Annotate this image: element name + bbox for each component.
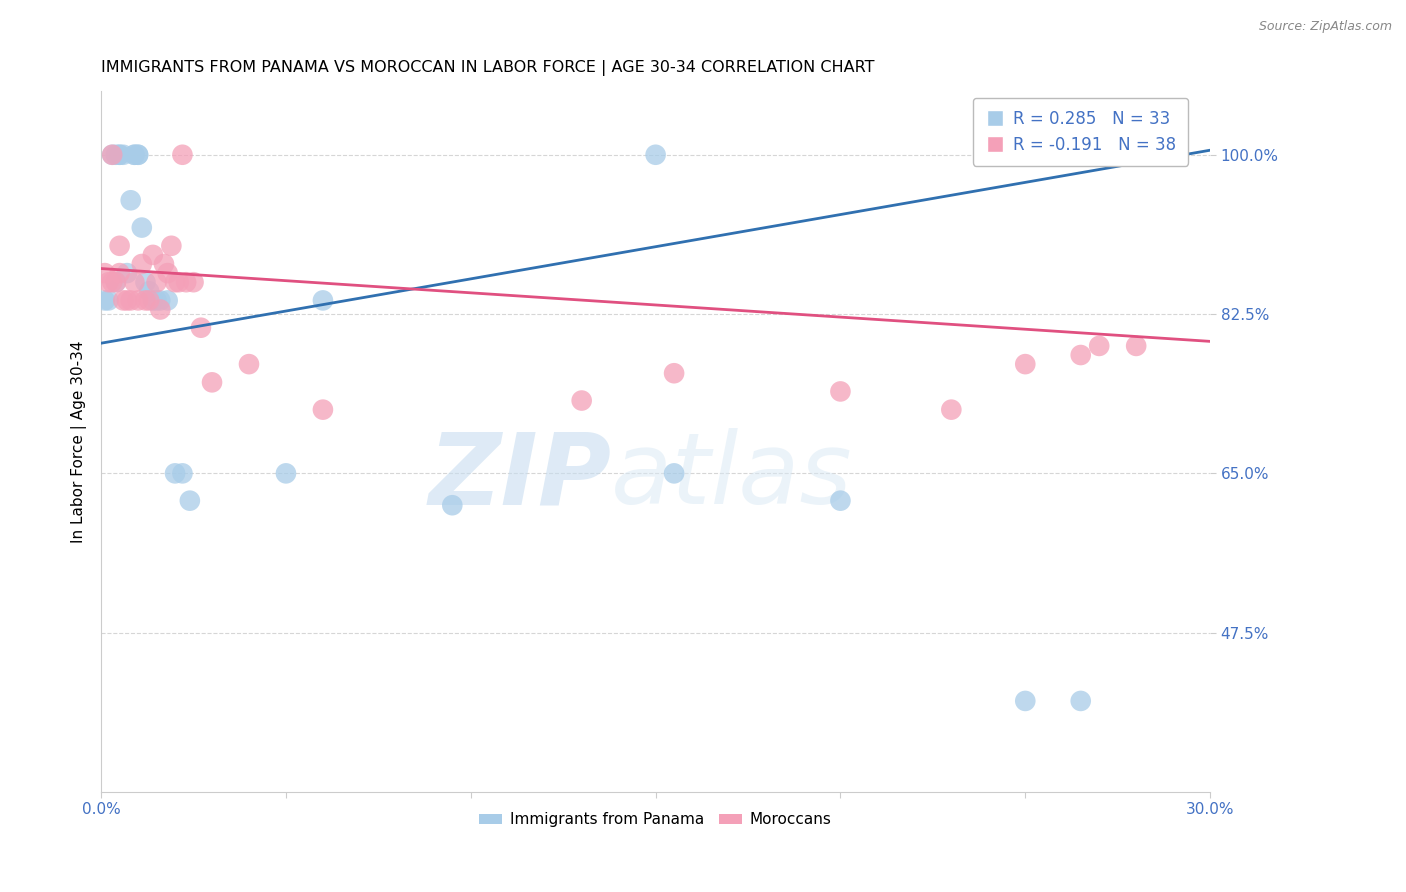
Text: atlas: atlas xyxy=(612,428,853,525)
Point xyxy=(312,293,335,308)
Point xyxy=(120,194,142,208)
Point xyxy=(120,293,142,308)
Point xyxy=(101,148,124,162)
Point xyxy=(94,266,117,280)
Text: Source: ZipAtlas.com: Source: ZipAtlas.com xyxy=(1258,20,1392,33)
Point xyxy=(124,148,146,162)
Point xyxy=(830,493,852,508)
Point xyxy=(112,293,135,308)
Point xyxy=(101,148,124,162)
Point xyxy=(127,148,149,162)
Point xyxy=(644,148,666,162)
Point xyxy=(124,148,146,162)
Point xyxy=(142,248,165,262)
Point xyxy=(941,402,963,417)
Point xyxy=(1014,694,1036,708)
Point xyxy=(174,275,197,289)
Point xyxy=(156,293,179,308)
Point xyxy=(167,275,190,289)
Point xyxy=(1070,348,1092,362)
Point xyxy=(190,320,212,334)
Point xyxy=(108,239,131,253)
Point xyxy=(108,148,131,162)
Point xyxy=(142,293,165,308)
Legend: Immigrants from Panama, Moroccans: Immigrants from Panama, Moroccans xyxy=(474,806,838,833)
Point xyxy=(172,467,194,481)
Point xyxy=(104,148,127,162)
Point xyxy=(127,293,149,308)
Point xyxy=(131,220,153,235)
Point xyxy=(1125,148,1147,162)
Point xyxy=(94,293,117,308)
Point xyxy=(201,376,224,390)
Point xyxy=(104,275,127,289)
Point xyxy=(104,275,127,289)
Point xyxy=(153,257,176,271)
Point xyxy=(830,384,852,399)
Point xyxy=(97,293,120,308)
Point xyxy=(662,467,685,481)
Text: IMMIGRANTS FROM PANAMA VS MOROCCAN IN LABOR FORCE | AGE 30-34 CORRELATION CHART: IMMIGRANTS FROM PANAMA VS MOROCCAN IN LA… xyxy=(101,60,875,76)
Point xyxy=(172,148,194,162)
Point xyxy=(441,498,464,512)
Point xyxy=(115,266,138,280)
Point xyxy=(662,366,685,380)
Point xyxy=(108,266,131,280)
Point xyxy=(312,402,335,417)
Point xyxy=(238,357,260,371)
Point xyxy=(112,148,135,162)
Point xyxy=(138,285,160,299)
Point xyxy=(134,275,156,289)
Point xyxy=(115,293,138,308)
Point xyxy=(145,293,167,308)
Point xyxy=(108,148,131,162)
Point xyxy=(274,467,297,481)
Point xyxy=(179,493,201,508)
Point xyxy=(1014,357,1036,371)
Point xyxy=(149,302,172,317)
Point xyxy=(1070,694,1092,708)
Point xyxy=(134,293,156,308)
Point xyxy=(101,275,124,289)
Point xyxy=(160,239,183,253)
Point xyxy=(124,275,146,289)
Point xyxy=(1125,339,1147,353)
Point xyxy=(149,293,172,308)
Point xyxy=(156,266,179,280)
Point xyxy=(183,275,205,289)
Point xyxy=(165,275,187,289)
Point xyxy=(145,275,167,289)
Point xyxy=(138,293,160,308)
Point xyxy=(571,393,593,408)
Point xyxy=(131,257,153,271)
Point xyxy=(127,148,149,162)
Text: ZIP: ZIP xyxy=(429,428,612,525)
Point xyxy=(97,275,120,289)
Point xyxy=(1088,339,1111,353)
Point xyxy=(165,467,187,481)
Y-axis label: In Labor Force | Age 30-34: In Labor Force | Age 30-34 xyxy=(72,340,87,542)
